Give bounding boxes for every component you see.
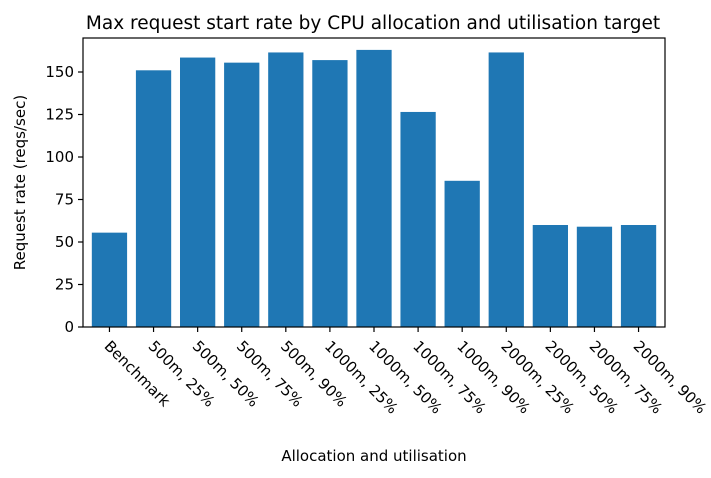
chart-title: Max request start rate by CPU allocation… <box>86 13 660 34</box>
bar-10 <box>532 225 568 327</box>
bar-12 <box>620 225 657 327</box>
bar-0 <box>91 232 128 327</box>
y-tick-label-6: 150 <box>45 63 74 81</box>
y-tick-label-2: 50 <box>55 233 74 251</box>
y-tick-label-4: 100 <box>45 148 74 166</box>
bar-9 <box>488 52 524 327</box>
bar-8 <box>444 180 480 327</box>
y-tick-label-1: 25 <box>55 276 74 294</box>
bar-2 <box>180 57 216 328</box>
bar-7 <box>400 111 436 327</box>
y-axis-label: Request rate (reqs/sec) <box>11 95 29 270</box>
y-tick-label-0: 0 <box>64 318 74 336</box>
bar-4 <box>268 52 304 327</box>
bar-1 <box>135 70 172 328</box>
bar-11 <box>576 226 613 327</box>
bar-3 <box>224 62 260 328</box>
y-axis: 0 25 50 75 100 125 150 <box>45 63 83 336</box>
plot-frame <box>82 37 666 328</box>
y-tick-label-3: 75 <box>55 191 74 209</box>
x-axis-label: Allocation and utilisation <box>281 447 466 465</box>
bar-5 <box>312 60 348 327</box>
y-tick-label-5: 125 <box>45 106 74 124</box>
bars-group <box>91 49 657 328</box>
bar-6 <box>356 49 392 328</box>
